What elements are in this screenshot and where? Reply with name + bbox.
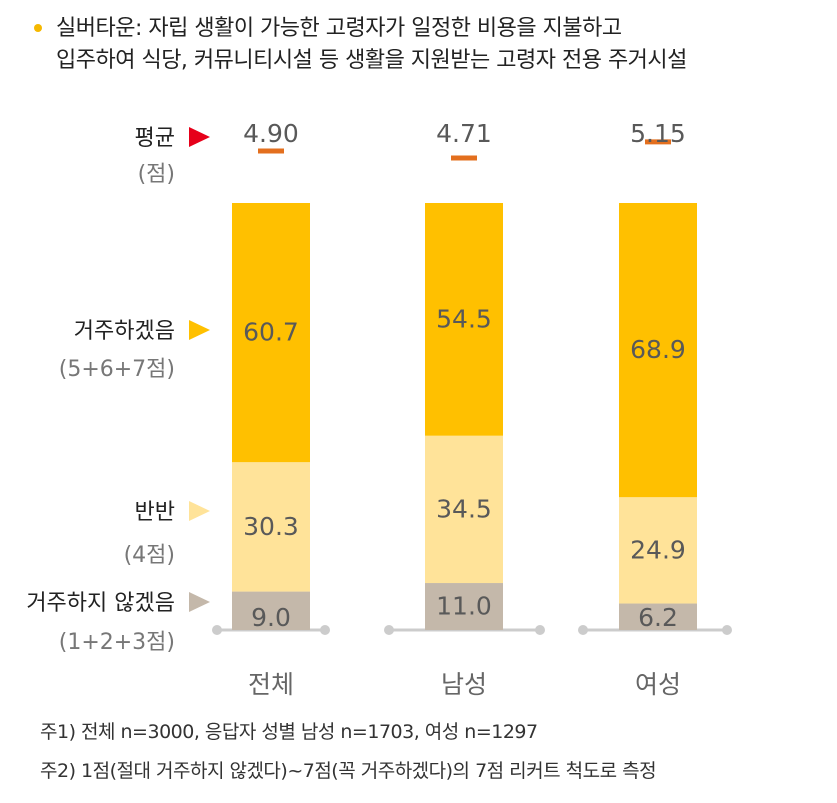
legend-label: 거주하겠음 xyxy=(74,319,175,344)
bar-segment-2-0 xyxy=(232,203,310,463)
legend-arrow-icon xyxy=(189,127,210,147)
bar-value-label: 24.9 xyxy=(630,535,686,564)
legend-sublabel: (점) xyxy=(138,162,175,187)
bar-segment-2-2 xyxy=(619,203,697,498)
axis-dot xyxy=(212,625,222,635)
axis-dot xyxy=(722,625,732,635)
axis-dot xyxy=(578,625,588,635)
bar-segment-1-2 xyxy=(619,497,697,604)
axis-dot xyxy=(384,625,394,635)
footnote-1: 주1) 전체 n=3000, 응답자 성별 남성 n=1703, 여성 n=12… xyxy=(40,721,538,743)
legend-sublabel: (5+6+7점) xyxy=(59,357,175,382)
average-value-label: 5.15 xyxy=(630,119,686,148)
bar-segment-0-2 xyxy=(619,603,697,630)
bar-segment-0-1 xyxy=(425,583,503,630)
bar-segment-0-0 xyxy=(232,591,310,630)
legend-arrow-icon xyxy=(189,501,210,521)
stacked-bar-chart: 9.0 30.3 60.7 전체 11.0 34.5 54.5 남성 6.2 24.9 68.9 여성… xyxy=(26,119,732,699)
bar-value-label: 68.9 xyxy=(630,335,686,364)
bar-value-label: 9.0 xyxy=(251,603,291,632)
legend-arrow-icon xyxy=(189,592,210,612)
legend-label: 반반 xyxy=(135,500,175,525)
category-label: 전체 xyxy=(248,670,294,699)
bar-value-label: 30.3 xyxy=(243,512,299,541)
legend-sublabel: (4점) xyxy=(124,543,175,568)
legend-label: 거주하지 않겠음 xyxy=(26,591,175,616)
axis-dot xyxy=(320,625,330,635)
header-line-1: 실버타운: 자립 생활이 가능한 고령자가 일정한 비용을 지불하고 xyxy=(56,16,622,41)
bar-value-label: 34.5 xyxy=(436,494,492,523)
legend-arrow-icon xyxy=(189,320,210,340)
legend-label: 평균 xyxy=(135,126,175,151)
category-label: 남성 xyxy=(441,670,487,699)
bar-value-label: 54.5 xyxy=(436,304,492,333)
average-value-label: 4.90 xyxy=(243,119,299,148)
bullet-dot xyxy=(34,24,42,32)
bar-segment-1-0 xyxy=(232,462,310,592)
bar-value-label: 6.2 xyxy=(638,603,678,632)
footnote-2: 주2) 1점(절대 거주하지 않겠다)~7점(꼭 거주하겠다)의 7점 리커트 … xyxy=(40,760,657,782)
average-value-label: 4.71 xyxy=(436,119,492,148)
bar-segment-2-1 xyxy=(425,203,503,436)
bar-segment-1-1 xyxy=(425,435,503,584)
legend-sublabel: (1+2+3점) xyxy=(59,630,175,655)
bar-value-label: 11.0 xyxy=(436,592,492,621)
bar-value-label: 60.7 xyxy=(243,318,299,347)
category-label: 여성 xyxy=(635,670,681,699)
header-line-2: 입주하여 식당, 커뮤니티시설 등 생활을 지원받는 고령자 전용 주거시설 xyxy=(56,48,687,73)
axis-dot xyxy=(535,625,545,635)
